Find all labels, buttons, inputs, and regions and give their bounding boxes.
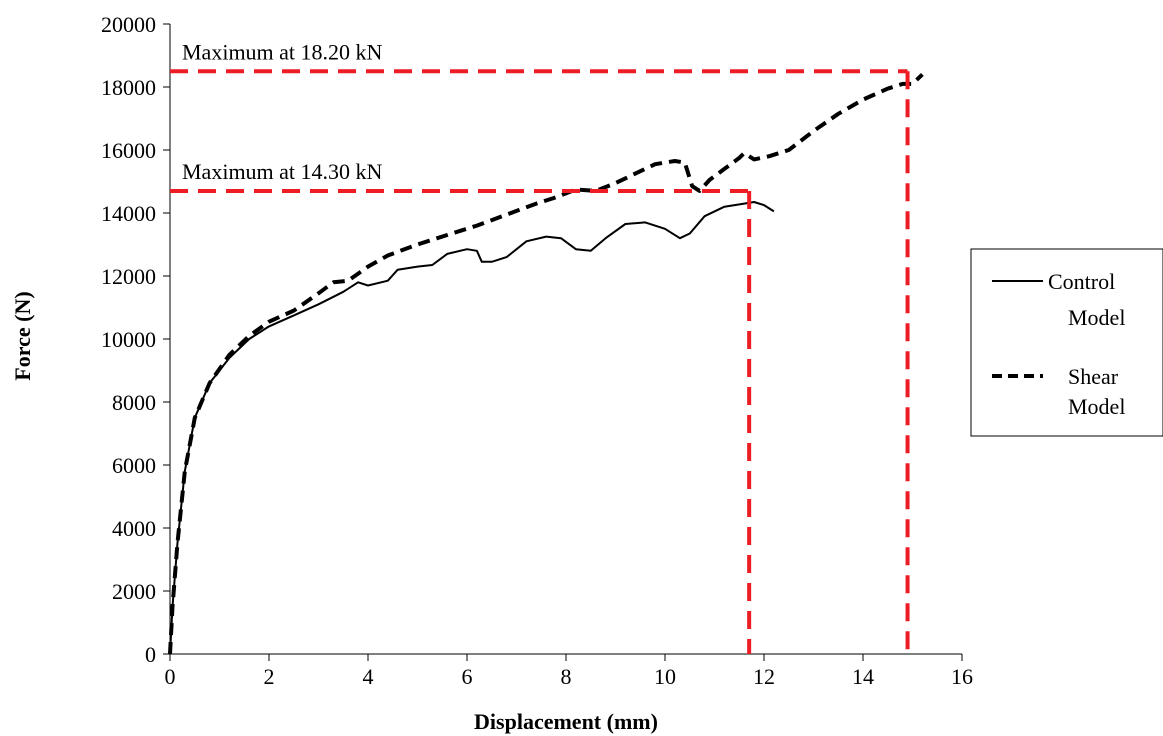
series-line-shear-model [168, 72, 924, 655]
legend-label-control-line1: Control [1048, 269, 1115, 294]
y-tick-label: 2000 [112, 579, 156, 604]
series-line-control-model [169, 201, 775, 655]
legend-label-shear-line1: Shear [1068, 364, 1119, 389]
x-tick-label: 0 [165, 664, 176, 689]
axes-layer: 0 2000 4000 6000 8000 10000 12000 14000 16000 180… [101, 12, 973, 689]
y-axis-title: Force (N) [10, 291, 35, 380]
series-layer [168, 72, 924, 655]
x-tick-label: 6 [462, 664, 473, 689]
x-tick-label: 12 [753, 664, 775, 689]
legend: Control Model Shear Model [970, 248, 1163, 437]
y-tick-label: 20000 [101, 12, 156, 37]
legend-label-control-line2: Model [1068, 305, 1125, 330]
y-tick-label: 4000 [112, 516, 156, 541]
y-tick-label: 14000 [101, 201, 156, 226]
x-tick-label: 10 [654, 664, 676, 689]
x-tick-label: 8 [561, 664, 572, 689]
y-tick-label: 18000 [101, 75, 156, 100]
x-tick-label: 2 [264, 664, 275, 689]
x-tick-label: 16 [951, 664, 973, 689]
y-tick-label: 0 [145, 642, 156, 667]
max-annotation-label-0: Maximum at 18.20 kN [182, 39, 383, 64]
legend-label-shear-line2: Model [1068, 394, 1125, 419]
max-annotation-label-1: Maximum at 14.30 kN [182, 159, 383, 184]
x-tick-label: 4 [363, 664, 374, 689]
y-tick-label: 12000 [101, 264, 156, 289]
y-tick-label: 6000 [112, 453, 156, 478]
y-tick-label: 8000 [112, 390, 156, 415]
x-tick-label: 14 [852, 664, 874, 689]
y-tick-label: 10000 [101, 327, 156, 352]
y-tick-label: 16000 [101, 138, 156, 163]
x-axis-title: Displacement (mm) [474, 709, 658, 734]
annotation-layer: Maximum at 18.20 kN Maximum at 14.30 kN [170, 39, 910, 654]
